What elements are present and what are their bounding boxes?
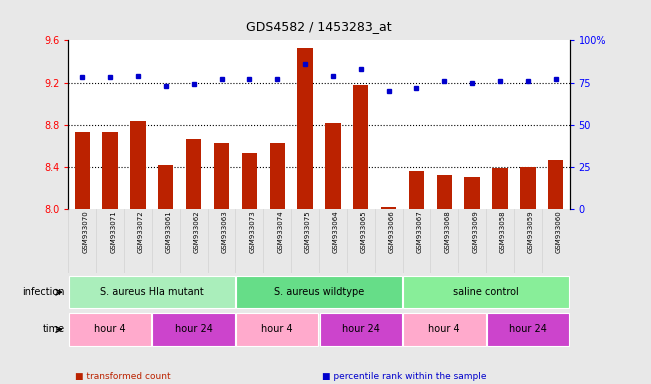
Bar [403, 276, 569, 308]
Bar [437, 175, 452, 209]
Bar [353, 85, 368, 209]
Text: hour 4: hour 4 [428, 324, 460, 334]
Bar [69, 276, 235, 308]
Bar [270, 143, 285, 209]
Text: infection: infection [23, 287, 65, 297]
Text: saline control: saline control [453, 287, 519, 297]
Bar [520, 167, 536, 209]
Text: ■ percentile rank within the sample: ■ percentile rank within the sample [322, 372, 487, 381]
Text: GSM933065: GSM933065 [361, 210, 367, 253]
Text: hour 4: hour 4 [262, 324, 293, 334]
Text: S. aureus wildtype: S. aureus wildtype [274, 287, 364, 297]
Text: ■ transformed count: ■ transformed count [75, 372, 171, 381]
Bar [130, 121, 146, 209]
Text: GSM933070: GSM933070 [82, 210, 89, 253]
Bar [158, 165, 173, 209]
Text: hour 4: hour 4 [94, 324, 126, 334]
Text: GSM933072: GSM933072 [138, 210, 144, 253]
Bar [409, 171, 424, 209]
Bar [75, 132, 90, 209]
Text: S. aureus Hla mutant: S. aureus Hla mutant [100, 287, 204, 297]
Text: GSM933075: GSM933075 [305, 210, 311, 253]
Text: hour 24: hour 24 [174, 324, 213, 334]
Bar [465, 177, 480, 209]
Text: GSM933060: GSM933060 [556, 210, 562, 253]
Text: GSM933073: GSM933073 [249, 210, 255, 253]
Bar [102, 132, 118, 209]
Text: GDS4582 / 1453283_at: GDS4582 / 1453283_at [246, 20, 392, 33]
Bar [214, 143, 229, 209]
Bar [69, 313, 151, 346]
Text: GSM933062: GSM933062 [194, 210, 200, 253]
Text: GSM933059: GSM933059 [528, 210, 534, 253]
Bar [487, 313, 569, 346]
Bar [152, 313, 235, 346]
Text: GSM933068: GSM933068 [444, 210, 450, 253]
Bar [186, 139, 201, 209]
Bar [320, 313, 402, 346]
Text: GSM933061: GSM933061 [166, 210, 172, 253]
Text: GSM933066: GSM933066 [389, 210, 395, 253]
Text: hour 24: hour 24 [342, 324, 380, 334]
Text: GSM933067: GSM933067 [417, 210, 422, 253]
Bar [492, 168, 508, 209]
Text: GSM933064: GSM933064 [333, 210, 339, 253]
Bar [236, 313, 318, 346]
Text: hour 24: hour 24 [509, 324, 547, 334]
Bar [242, 153, 257, 209]
Text: GSM933071: GSM933071 [110, 210, 116, 253]
Text: GSM933069: GSM933069 [472, 210, 478, 253]
Text: GSM933074: GSM933074 [277, 210, 283, 253]
Bar [548, 160, 563, 209]
Bar [326, 123, 340, 209]
Bar [403, 313, 486, 346]
Bar [381, 207, 396, 209]
Text: time: time [43, 324, 65, 334]
Text: GSM933063: GSM933063 [221, 210, 227, 253]
Bar [298, 48, 312, 209]
Text: GSM933058: GSM933058 [500, 210, 506, 253]
Bar [236, 276, 402, 308]
